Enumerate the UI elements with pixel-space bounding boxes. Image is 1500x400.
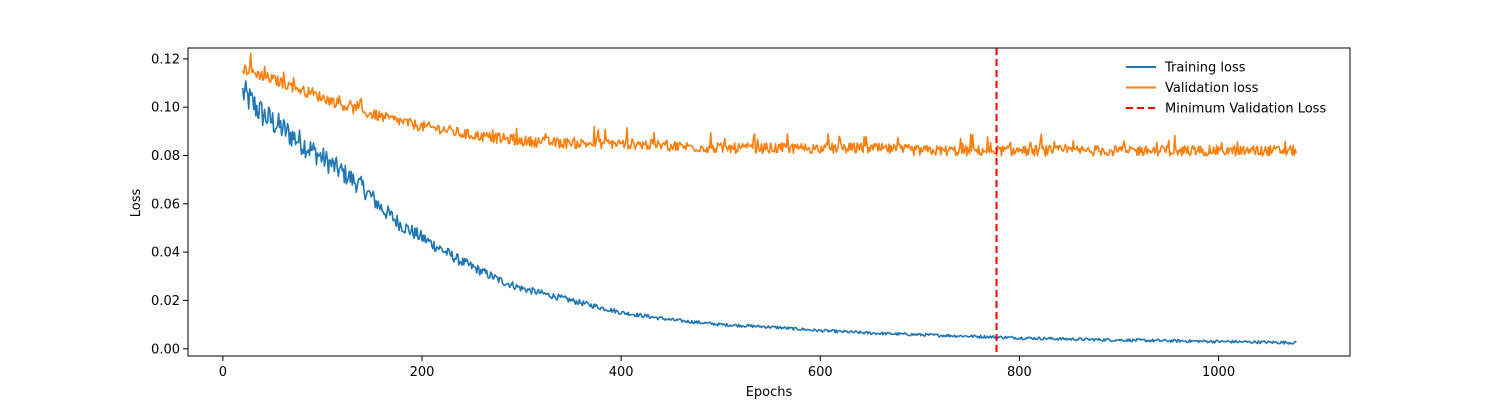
legend-label: Training loss (1164, 61, 1246, 76)
y-axis-label: Loss (129, 189, 144, 218)
plot-frame (187, 47, 1351, 357)
y-tick-label: 0.10 (151, 101, 180, 116)
x-tick-label: 200 (410, 365, 435, 380)
x-tick-label: 400 (609, 365, 634, 380)
x-tick-label: 800 (1007, 365, 1032, 380)
validation-loss-line (242, 52, 1298, 157)
series-layer (241, 48, 1298, 356)
x-tick-label: 1000 (1202, 365, 1235, 380)
y-tick-label: 0.08 (151, 149, 180, 164)
y-tick-label: 0.12 (151, 52, 180, 67)
legend-label: Validation loss (1165, 81, 1259, 96)
x-tick-label: 600 (808, 365, 833, 380)
y-axis: 0.00 0.02 0.04 0.06 0.08 0.10 0.12 (151, 52, 188, 357)
x-axis-label: Epochs (746, 385, 793, 400)
plot-area (188, 48, 1350, 356)
x-tick-label: 0 (219, 365, 227, 380)
x-axis: 0 200 400 600 800 1000 (219, 356, 1235, 380)
legend-label: Minimum Validation Loss (1165, 102, 1326, 117)
legend: Training loss Validation loss Minimum Vali… (1126, 61, 1326, 117)
y-tick-label: 0.04 (151, 246, 180, 261)
y-tick-label: 0.00 (151, 342, 180, 357)
training-loss-line (241, 80, 1297, 345)
y-tick-label: 0.06 (151, 197, 180, 212)
y-tick-label: 0.02 (151, 294, 180, 309)
